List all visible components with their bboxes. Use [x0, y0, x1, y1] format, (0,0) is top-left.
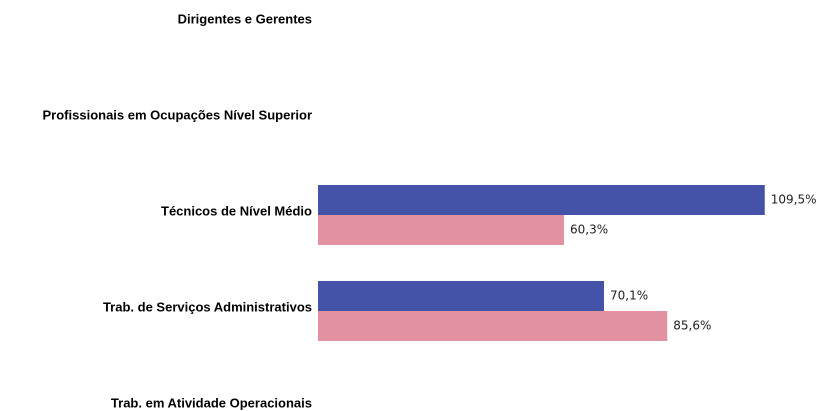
bar	[318, 281, 605, 311]
value-label: 70,1%	[610, 289, 648, 303]
category-label: Trab. em Atividade Operacionais	[111, 395, 312, 410]
bar	[318, 215, 565, 245]
value-label: 109,5%	[771, 193, 817, 207]
category-label: Técnicos de Nível Médio	[161, 203, 312, 218]
bar	[318, 185, 765, 215]
category-label: Profissionais em Ocupações Nível Superio…	[43, 107, 312, 122]
category-label: Trab. de Serviços Administrativos	[103, 299, 312, 314]
bar	[318, 311, 668, 341]
value-label: 60,3%	[570, 223, 608, 237]
category-label: Dirigentes e Gerentes	[178, 11, 312, 26]
value-label: 85,6%	[673, 319, 711, 333]
